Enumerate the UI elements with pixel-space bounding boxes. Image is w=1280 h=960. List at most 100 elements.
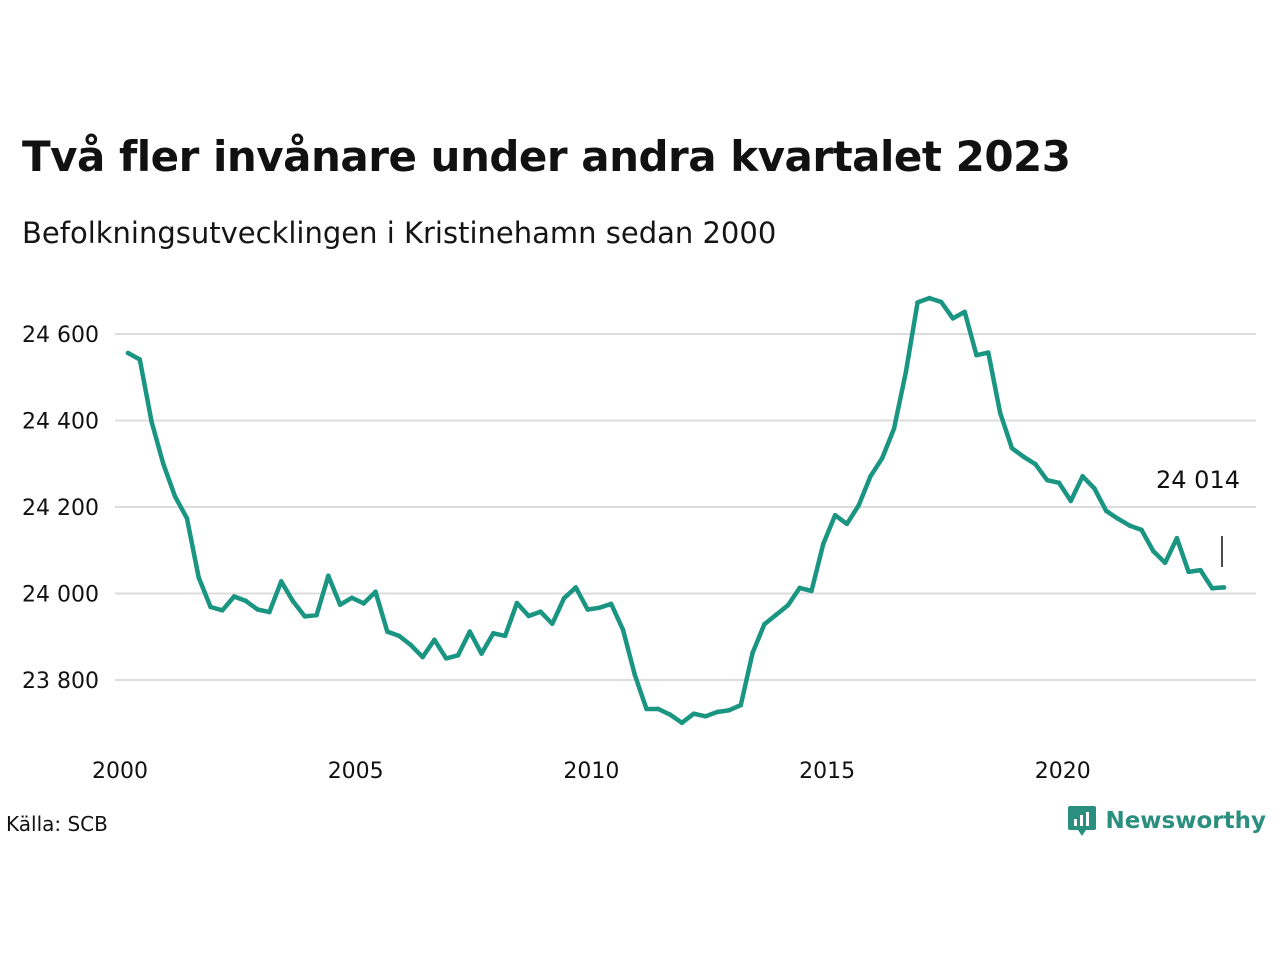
data-point (632, 672, 638, 678)
data-point (573, 585, 579, 590)
data-point (1009, 445, 1015, 451)
data-point (1068, 498, 1074, 504)
data-point (514, 600, 520, 606)
series-line (125, 295, 1227, 726)
data-point (1186, 569, 1191, 575)
data-point (667, 712, 673, 717)
data-point (1162, 560, 1168, 566)
data-point (255, 607, 260, 612)
data-point (903, 370, 909, 375)
data-point (1033, 461, 1038, 467)
data-point (349, 595, 355, 601)
data-point (1092, 486, 1097, 491)
brand-name: Newsworthy (1105, 808, 1266, 834)
newsworthy-logo-icon (1068, 806, 1097, 836)
y-tick-label: 24 400 (22, 410, 99, 435)
data-point (620, 627, 626, 633)
data-point (1056, 480, 1062, 486)
data-point (656, 706, 661, 712)
data-point (762, 621, 767, 627)
data-point (467, 629, 473, 634)
data-point (137, 357, 143, 362)
data-point (879, 455, 885, 461)
data-point (738, 702, 744, 708)
chart-subtitle: Befolkningsutvecklingen i Kristinehamn s… (22, 216, 777, 250)
x-tick-label: 2005 (328, 759, 384, 784)
data-point (290, 598, 296, 604)
data-point (608, 601, 614, 607)
data-point (773, 612, 779, 617)
data-point (561, 595, 567, 601)
brand-logo[interactable]: Newsworthy (1067, 804, 1266, 838)
data-point (184, 515, 190, 521)
data-point (750, 650, 755, 656)
data-point (361, 601, 366, 606)
data-point (809, 588, 814, 594)
data-point (1103, 508, 1109, 514)
y-tick-label: 24 600 (22, 323, 99, 348)
data-point (538, 609, 543, 614)
data-point (1209, 586, 1215, 591)
data-point (927, 295, 932, 301)
data-point (502, 633, 508, 639)
data-point (1080, 473, 1085, 479)
data-point (714, 709, 720, 715)
data-point (408, 642, 414, 648)
y-tick-label: 24 200 (22, 496, 99, 521)
chart-title: Två fler invånare under andra kvartalet … (22, 132, 1071, 181)
data-point (821, 541, 826, 547)
grid-lines (115, 333, 1256, 681)
x-axis-ticks: 2000 2005 2010 2015 2020 (92, 759, 1091, 784)
data-point (844, 521, 850, 527)
data-point (585, 607, 590, 612)
data-point (243, 598, 249, 604)
data-point (868, 473, 873, 479)
data-point (278, 579, 284, 584)
data-point (172, 494, 178, 499)
data-point (149, 419, 154, 425)
data-point (420, 654, 425, 660)
y-axis-ticks: 23 800 24 000 24 200 24 400 24 600 (22, 323, 99, 694)
data-point (267, 609, 272, 615)
x-tick-label: 2015 (799, 759, 855, 784)
data-point (938, 299, 944, 305)
source-note: Källa: SCB (6, 812, 108, 836)
data-point (597, 605, 602, 611)
data-point (491, 630, 496, 636)
data-point (1198, 567, 1203, 573)
data-point (856, 502, 861, 508)
data-point (691, 711, 696, 717)
data-point (219, 608, 225, 613)
data-point (161, 461, 166, 467)
annotation-layer: 24 014 (1156, 466, 1240, 567)
data-point (549, 621, 555, 627)
x-tick-label: 2010 (563, 759, 619, 784)
data-point (373, 589, 378, 595)
data-point (797, 585, 803, 591)
data-point (891, 426, 897, 432)
data-point (950, 316, 956, 321)
data-point (196, 575, 202, 580)
data-point (479, 651, 484, 656)
x-tick-label: 2020 (1035, 759, 1091, 784)
data-point (208, 604, 213, 610)
data-point (986, 350, 991, 355)
data-point (644, 706, 649, 712)
data-point (1115, 516, 1121, 521)
data-point (703, 714, 708, 719)
data-point (679, 720, 685, 726)
data-point (785, 602, 791, 608)
y-tick-label: 23 800 (22, 669, 99, 694)
data-point (997, 410, 1003, 416)
data-point (1021, 454, 1026, 460)
data-point (1044, 477, 1050, 483)
series-layer (125, 295, 1227, 726)
data-point (396, 633, 402, 639)
data-point (915, 300, 920, 305)
data-point (1139, 527, 1144, 533)
annotation-label: 24 014 (1156, 466, 1240, 494)
data-point (432, 637, 437, 643)
data-point (1221, 585, 1227, 590)
data-point (1174, 535, 1180, 541)
data-point (455, 653, 461, 658)
